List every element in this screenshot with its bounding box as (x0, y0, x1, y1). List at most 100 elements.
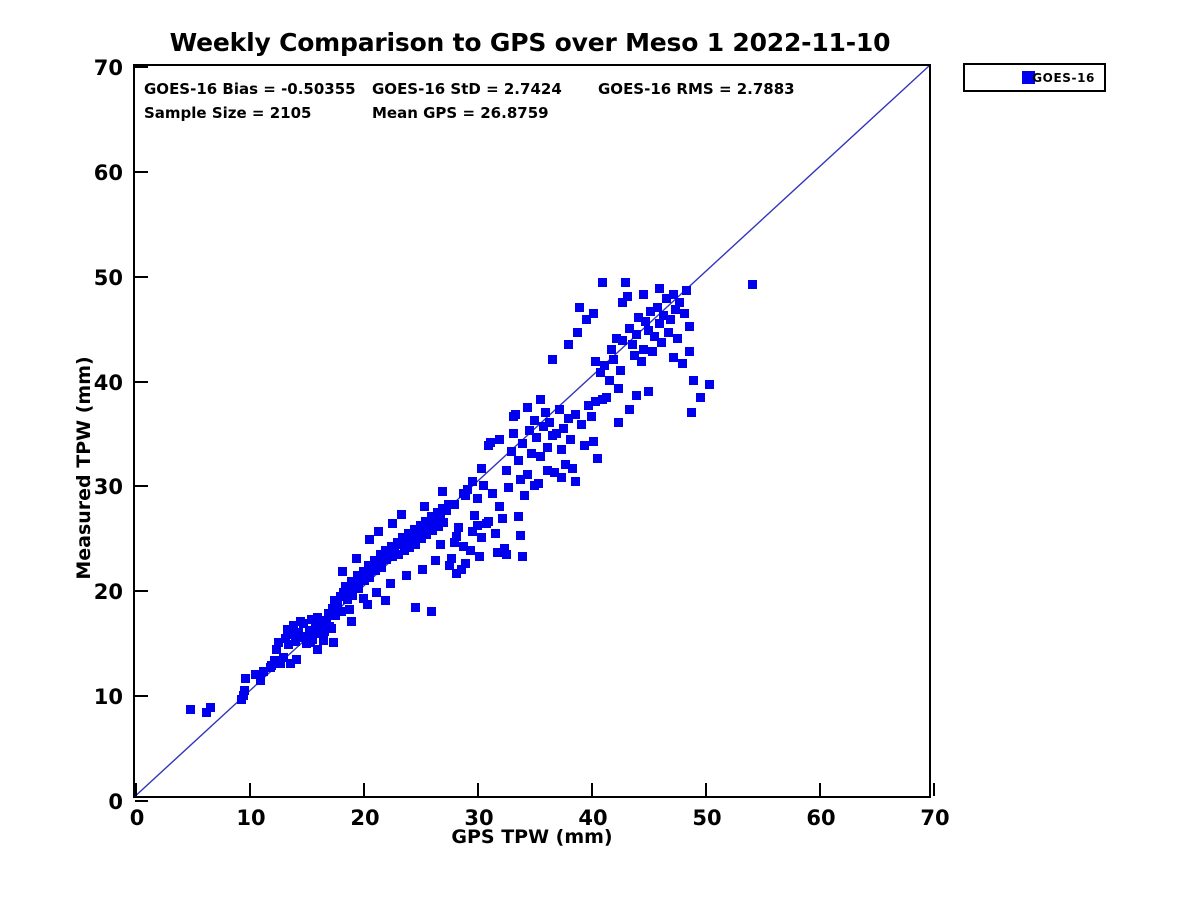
scatter-point (301, 639, 311, 649)
scatter-point (363, 600, 373, 610)
scatter-point (388, 518, 398, 528)
scatter-point (495, 434, 505, 444)
scatter-point (239, 686, 249, 696)
scatter-point (451, 532, 461, 542)
scatter-point (385, 579, 395, 589)
scatter-point (686, 407, 696, 417)
scatter-point (593, 453, 603, 463)
x-tick-20: 20 (350, 783, 380, 830)
scatter-point (695, 392, 705, 402)
scatter-point (449, 499, 459, 509)
scatter-point (401, 535, 411, 545)
scatter-point (586, 411, 596, 421)
scatter-point (748, 279, 758, 289)
scatter-point (259, 666, 269, 676)
scatter-point (474, 552, 484, 562)
scatter-point (538, 422, 548, 432)
scatter-point (657, 338, 667, 348)
scatter-point (600, 361, 610, 371)
scatter-point (477, 464, 487, 474)
y-tick-10: 10 (94, 685, 148, 709)
scatter-point (381, 596, 391, 606)
x-tick-label-10: 10 (236, 806, 266, 830)
scatter-point (307, 615, 317, 625)
scatter-point (515, 531, 525, 541)
x-tick-label-40: 40 (578, 806, 608, 830)
scatter-point (269, 656, 279, 666)
scatter-point (654, 283, 664, 293)
scatter-point (561, 459, 571, 469)
scatter-point (284, 640, 294, 650)
scatter-point (518, 552, 528, 562)
scatter-point (611, 334, 621, 344)
scatter-point (597, 277, 607, 287)
scatter-point (396, 539, 406, 549)
scatter-point (502, 550, 512, 560)
scatter-point (336, 606, 346, 616)
scatter-point (401, 571, 411, 581)
scatter-point (319, 626, 329, 636)
scatter-point (456, 564, 466, 574)
scatter-point (705, 380, 715, 390)
scatter-point (577, 420, 587, 430)
scatter-point (467, 527, 477, 537)
scatter-point (445, 560, 455, 570)
scatter-point (470, 511, 480, 521)
scatter-point (328, 638, 338, 648)
scatter-point (504, 483, 514, 493)
x-tick-50: 50 (692, 783, 722, 830)
scatter-point (618, 336, 628, 346)
scatter-point (344, 585, 354, 595)
scatter-point (522, 403, 532, 413)
scatter-point (591, 357, 601, 367)
scatter-point (444, 499, 453, 509)
scatter-point (666, 315, 676, 325)
scatter-point (679, 308, 689, 318)
scatter-point (661, 294, 671, 304)
scatter-point (255, 675, 265, 685)
scatter-point (563, 413, 573, 423)
scatter-point (324, 608, 334, 618)
scatter-point (616, 365, 626, 375)
scatter-point (431, 556, 441, 566)
scatter-point (579, 441, 589, 451)
scatter-point (271, 644, 281, 654)
scatter-point (331, 610, 341, 620)
scatter-point (337, 566, 347, 576)
scatter-point (613, 384, 623, 394)
x-tick-0: 0 (130, 783, 144, 830)
scatter-point (570, 476, 580, 486)
scatter-point (531, 432, 541, 442)
scatter-point (310, 623, 320, 633)
y-axis-title: Measured TPW (mm) (73, 356, 95, 580)
scatter-point (668, 290, 678, 300)
scatter-point (622, 292, 632, 302)
y-tick-label-60: 60 (93, 160, 123, 185)
scatter-point (306, 638, 316, 648)
scatter-point (420, 501, 430, 511)
scatter-point (488, 489, 498, 499)
scatter-point (416, 534, 426, 544)
x-tick-40: 40 (578, 783, 608, 830)
scatter-point (293, 627, 303, 637)
scatter-point (424, 518, 434, 528)
scatter-point (543, 466, 553, 476)
scatter-point (393, 550, 403, 560)
x-axis-title: GPS TPW (mm) (451, 826, 613, 848)
y-tick-70: 70 (94, 56, 148, 80)
y-tick-40: 40 (94, 371, 148, 395)
scatter-point (304, 625, 314, 635)
scatter-point (536, 394, 546, 404)
scatter-point (374, 527, 384, 537)
scatter-point (351, 554, 361, 564)
scatter-point (288, 621, 298, 631)
scatter-point (604, 376, 614, 386)
scatter-point (296, 632, 306, 642)
scatter-point (274, 638, 284, 648)
scatter-point (302, 631, 312, 641)
scatter-point (436, 510, 446, 520)
scatter-point (588, 436, 598, 446)
scatter-point (413, 527, 423, 537)
scatter-point (607, 344, 617, 354)
